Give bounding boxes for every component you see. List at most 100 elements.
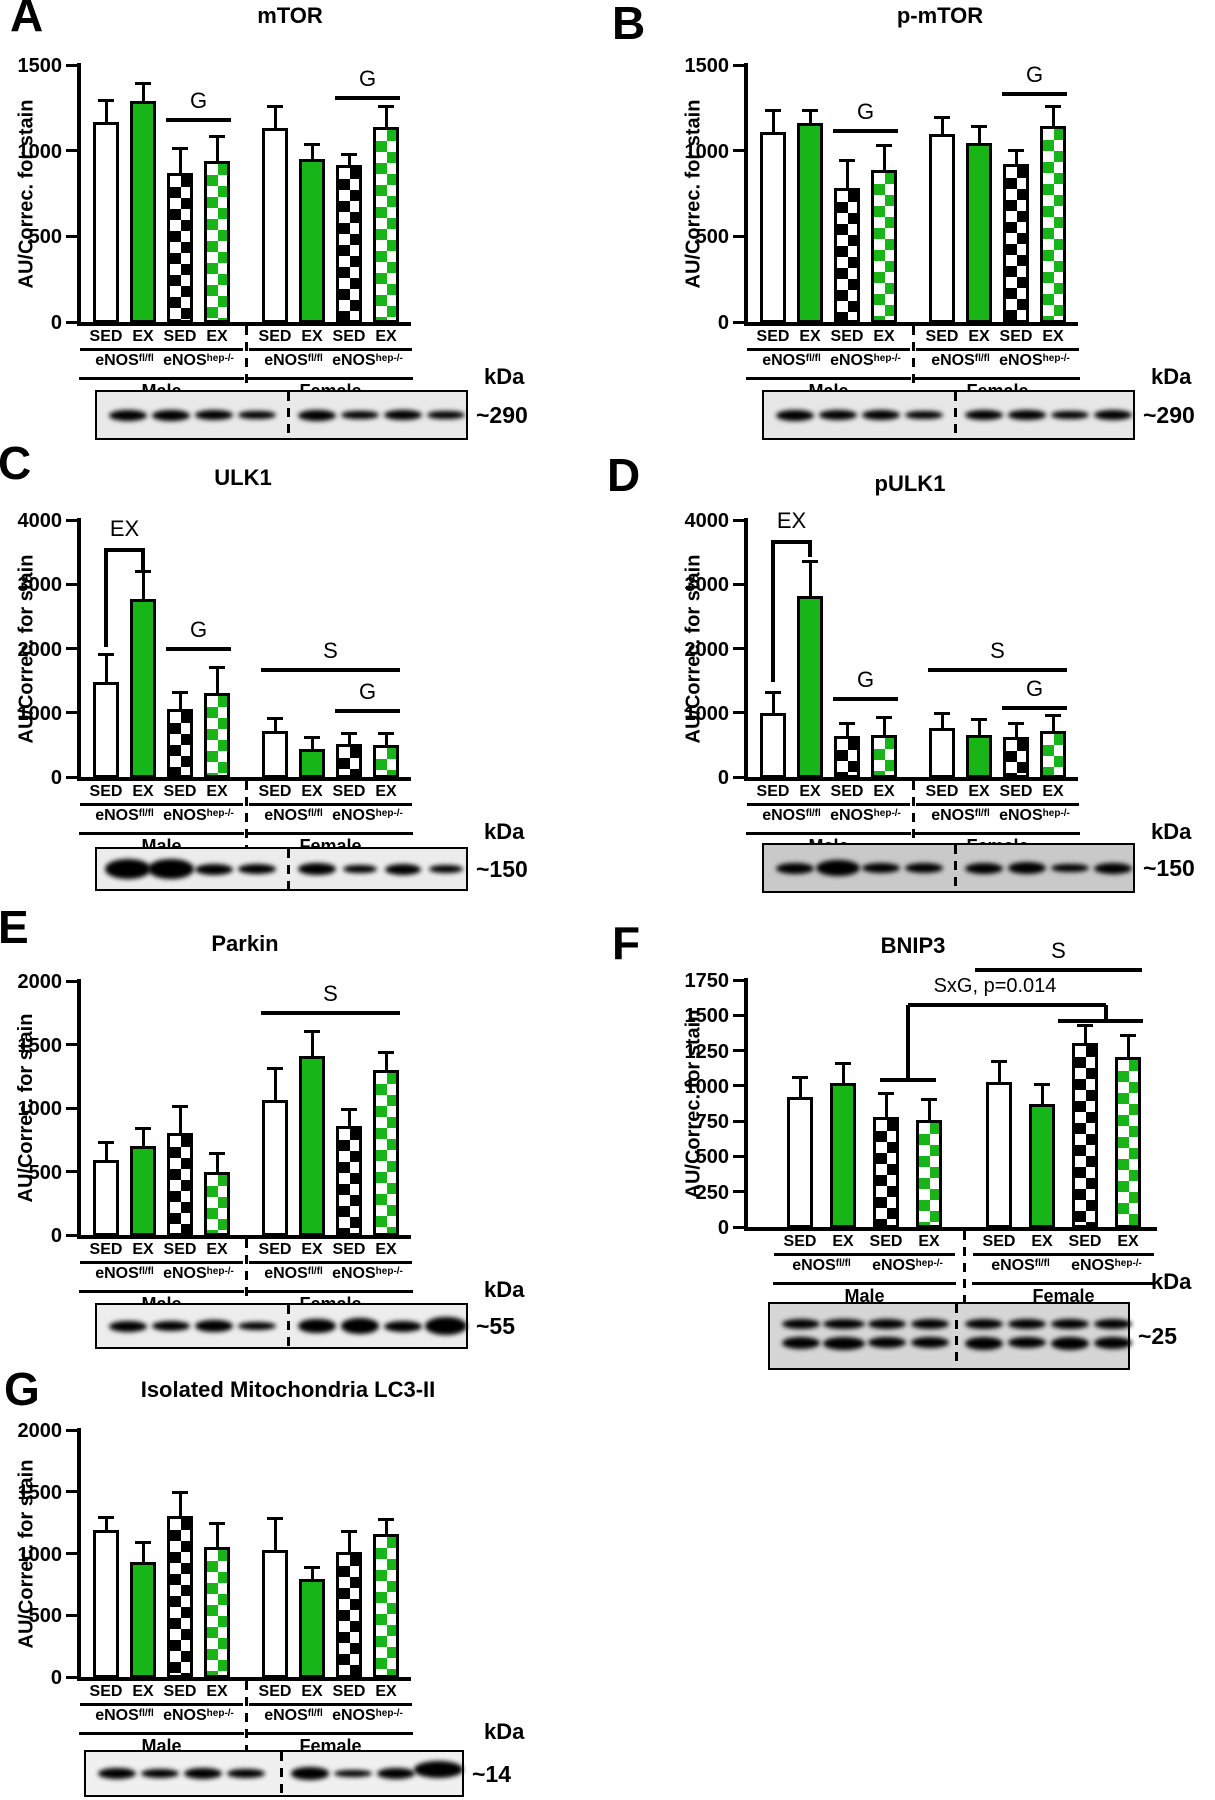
y-tick <box>66 582 77 586</box>
genotype-sup: hep-/- <box>375 1266 403 1277</box>
blot-band <box>333 1769 372 1778</box>
bar <box>373 126 399 323</box>
error-bar-cap <box>98 653 114 657</box>
error-bar-cap <box>135 82 151 86</box>
condition-underline <box>1059 1253 1154 1256</box>
blot-band <box>819 410 857 420</box>
error-bar-cap <box>1077 1024 1093 1028</box>
blot-band <box>98 1768 136 1779</box>
error-bar-cap <box>921 1097 937 1101</box>
blot-band <box>141 1768 179 1779</box>
condition-label: SED <box>258 1683 292 1700</box>
y-tick <box>733 149 744 153</box>
condition-label: SED <box>756 783 790 800</box>
bar <box>262 128 288 323</box>
genotype-sup: fl/fl <box>835 1258 851 1269</box>
sxg-foot-female <box>1058 1019 1143 1023</box>
bar <box>167 1133 193 1236</box>
condition-label: SED <box>332 783 366 800</box>
error-bar-cap <box>209 1522 225 1526</box>
error-bar-cap <box>765 690 781 694</box>
error-bar-cap <box>304 735 320 739</box>
male-female-divider <box>244 1239 248 1303</box>
blot-band <box>1050 863 1089 873</box>
y-tick-label: 0 <box>50 767 62 789</box>
error-bar-cap <box>267 105 283 109</box>
panel-B-title: p-mTOR <box>896 3 984 28</box>
y-tick-label: 1000 <box>17 702 63 725</box>
sig-label: G <box>189 616 208 642</box>
y-tick <box>733 1049 744 1053</box>
bar <box>299 1579 325 1678</box>
panel-A-title: mTOR <box>257 3 323 28</box>
blot-band <box>384 863 421 875</box>
genotype-sup: hep-/- <box>206 808 234 819</box>
sig-bracket-left-leg <box>104 550 108 648</box>
bar <box>929 727 955 778</box>
condition-label: EX <box>206 783 228 800</box>
genotype-label: eNOShep-/- <box>137 1708 261 1724</box>
genotype-sup: hep-/- <box>873 808 901 819</box>
sig-line <box>1002 706 1067 711</box>
y-tick <box>733 978 744 982</box>
y-tick-label: 500 <box>28 1605 62 1628</box>
error-bar-cap <box>267 1517 283 1521</box>
y-tick-label: 0 <box>717 312 729 334</box>
condition-label: SED <box>869 1233 903 1250</box>
condition-label: EX <box>1117 1233 1139 1250</box>
error-bar-cap <box>172 147 188 151</box>
error-bar-stem <box>347 733 351 746</box>
sex-group-underline <box>746 832 911 835</box>
condition-underline <box>916 803 1005 806</box>
y-tick-label: 2000 <box>17 1420 63 1442</box>
bar <box>916 1120 942 1228</box>
condition-label: SED <box>89 328 123 345</box>
condition-underline <box>990 348 1079 351</box>
male-female-divider <box>244 326 248 390</box>
condition-label: EX <box>206 1241 228 1258</box>
genotype-label: eNOSfl/fl <box>899 353 1023 369</box>
genotype-base: eNOS <box>264 352 308 369</box>
bar <box>834 188 860 323</box>
genotype-sup: hep-/- <box>375 1708 403 1719</box>
sig-line <box>335 708 400 713</box>
blot-band <box>425 1317 467 1335</box>
blot-band <box>297 862 336 876</box>
error-bar-stem <box>347 1531 351 1555</box>
blot-band <box>238 410 276 420</box>
mw-label: ~55 <box>476 1313 516 1339</box>
genotype-label: eNOShep-/- <box>137 1266 261 1282</box>
sex-group-underline <box>773 1282 956 1285</box>
blot-band <box>782 1319 820 1329</box>
condition-underline <box>80 1703 169 1706</box>
y-tick <box>66 1233 77 1237</box>
sig-label: G <box>189 87 208 113</box>
y-tick-label: 500 <box>695 226 729 249</box>
bar <box>204 160 230 323</box>
blot-band <box>109 409 147 421</box>
y-tick <box>66 1490 77 1494</box>
genotype-base: eNOS <box>264 1707 308 1724</box>
y-tick <box>66 518 77 522</box>
error-bar-cap <box>378 1518 394 1522</box>
error-bar-stem <box>771 692 775 715</box>
y-tick <box>66 63 77 67</box>
x-axis <box>744 322 1078 326</box>
bar <box>299 749 325 778</box>
panel-A-letter: A <box>10 0 44 41</box>
y-tick <box>66 1613 77 1617</box>
condition-label: EX <box>206 1683 228 1700</box>
blot-band <box>238 864 276 874</box>
condition-label: SED <box>830 328 864 345</box>
sig-bracket-top <box>771 539 812 544</box>
error-bar-cap <box>135 569 151 573</box>
error-bar-stem <box>1051 715 1055 734</box>
bar <box>93 1160 119 1236</box>
sex-group-underline <box>915 832 1080 835</box>
error-bar-cap <box>378 1050 394 1054</box>
blot-divider <box>954 392 958 438</box>
blot-band <box>340 410 379 420</box>
blot-band <box>184 1768 222 1779</box>
condition-label: EX <box>375 328 397 345</box>
bar <box>1003 736 1029 778</box>
